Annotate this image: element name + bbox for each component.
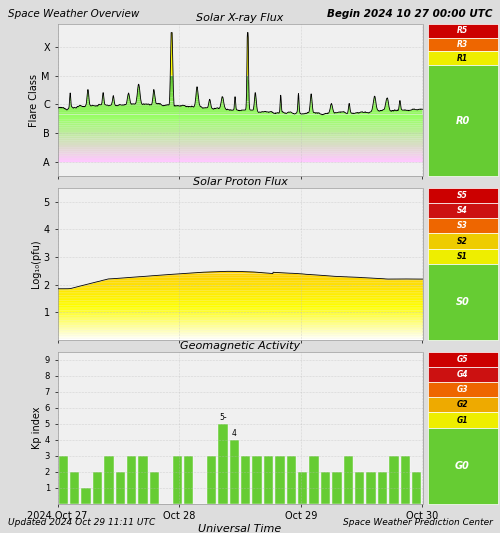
Text: G2: G2 bbox=[457, 400, 468, 409]
Bar bbox=[428, 397, 498, 413]
Bar bbox=[138, 456, 147, 504]
Text: G5: G5 bbox=[457, 354, 468, 364]
Y-axis label: Kp index: Kp index bbox=[32, 406, 42, 449]
Text: Updated 2024 Oct 29 11:11 UTC: Updated 2024 Oct 29 11:11 UTC bbox=[8, 518, 155, 527]
Bar bbox=[355, 472, 364, 504]
Text: S5: S5 bbox=[457, 191, 468, 200]
Title: Solar Proton Flux: Solar Proton Flux bbox=[192, 177, 288, 187]
Bar bbox=[58, 456, 68, 504]
Bar bbox=[150, 472, 159, 504]
Bar bbox=[400, 456, 410, 504]
Text: Space Weather Overview: Space Weather Overview bbox=[8, 9, 139, 19]
Text: S0: S0 bbox=[456, 297, 469, 307]
Bar bbox=[428, 367, 498, 382]
Bar bbox=[286, 456, 296, 504]
Bar bbox=[230, 440, 239, 504]
Bar bbox=[275, 456, 284, 504]
Text: S2: S2 bbox=[457, 237, 468, 246]
Bar bbox=[428, 38, 498, 51]
Bar bbox=[184, 456, 194, 504]
Bar bbox=[428, 65, 498, 176]
Text: G0: G0 bbox=[455, 461, 470, 471]
Bar bbox=[264, 456, 273, 504]
Text: G4: G4 bbox=[457, 370, 468, 379]
Text: R5: R5 bbox=[457, 26, 468, 35]
Title: Solar X-ray Flux: Solar X-ray Flux bbox=[196, 13, 284, 23]
Bar bbox=[104, 456, 114, 504]
Text: S3: S3 bbox=[457, 221, 468, 230]
Bar bbox=[428, 352, 498, 367]
Bar bbox=[298, 472, 308, 504]
Bar bbox=[366, 472, 376, 504]
Bar bbox=[428, 51, 498, 65]
Bar bbox=[378, 472, 388, 504]
Title: Geomagnetic Activity: Geomagnetic Activity bbox=[180, 341, 300, 351]
Y-axis label: Flare Class: Flare Class bbox=[28, 74, 38, 126]
X-axis label: Universal Time: Universal Time bbox=[198, 524, 281, 533]
Y-axis label: Log₁₀(pfu): Log₁₀(pfu) bbox=[31, 239, 41, 288]
Bar bbox=[428, 248, 498, 264]
Bar bbox=[321, 472, 330, 504]
Bar bbox=[344, 456, 353, 504]
Bar bbox=[82, 488, 90, 504]
Bar bbox=[252, 456, 262, 504]
Bar bbox=[390, 456, 398, 504]
Bar bbox=[428, 218, 498, 233]
Bar bbox=[332, 472, 342, 504]
Text: G1: G1 bbox=[457, 416, 468, 425]
Bar bbox=[207, 456, 216, 504]
Text: G3: G3 bbox=[457, 385, 468, 394]
Text: S1: S1 bbox=[457, 252, 468, 261]
Bar bbox=[428, 24, 498, 38]
Text: R3: R3 bbox=[457, 40, 468, 49]
Bar bbox=[428, 203, 498, 218]
Bar bbox=[428, 188, 498, 203]
Text: 4: 4 bbox=[232, 429, 236, 438]
Bar bbox=[412, 472, 422, 504]
Bar bbox=[116, 472, 125, 504]
Bar bbox=[310, 456, 319, 504]
Bar bbox=[241, 456, 250, 504]
Bar bbox=[127, 456, 136, 504]
Text: Begin 2024 10 27 00:00 UTC: Begin 2024 10 27 00:00 UTC bbox=[327, 9, 492, 19]
Bar bbox=[428, 264, 498, 340]
Bar bbox=[218, 424, 228, 504]
Bar bbox=[428, 233, 498, 248]
Bar bbox=[172, 456, 182, 504]
Text: R1: R1 bbox=[457, 54, 468, 63]
Text: Space Weather Prediction Center: Space Weather Prediction Center bbox=[342, 518, 492, 527]
Bar bbox=[428, 382, 498, 397]
Text: R0: R0 bbox=[456, 116, 469, 126]
Bar bbox=[428, 413, 498, 427]
Text: 5-: 5- bbox=[219, 413, 226, 422]
Bar bbox=[70, 472, 80, 504]
Bar bbox=[428, 427, 498, 504]
Text: S4: S4 bbox=[457, 206, 468, 215]
Bar bbox=[92, 472, 102, 504]
